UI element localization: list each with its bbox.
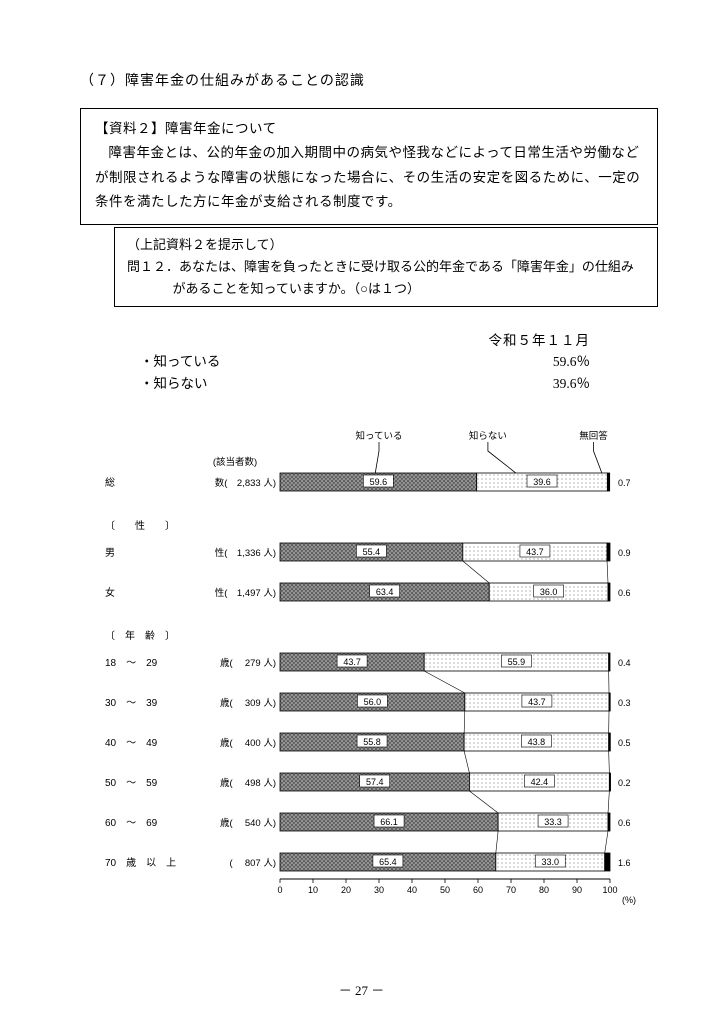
question-pre: （上記資料２を提示して） <box>127 234 645 256</box>
svg-text:63.4: 63.4 <box>376 587 394 597</box>
svg-text:60 ～ 69: 60 ～ 69 <box>105 818 158 829</box>
summary-block: 令和５年１１月 ・知っている 59.6％ ・知らない 39.6％ <box>80 329 658 394</box>
reference-title: 【資料２】障害年金について <box>95 117 643 141</box>
svg-text:〔 年 齢 〕: 〔 年 齢 〕 <box>105 629 175 642</box>
svg-text:歳( 279 人): 歳( 279 人) <box>220 657 276 669</box>
summary-value: 59.6％ <box>553 351 590 373</box>
svg-text:女: 女 <box>105 586 115 599</box>
svg-text:18 ～ 29: 18 ～ 29 <box>105 658 158 669</box>
svg-text:36.0: 36.0 <box>540 587 558 597</box>
svg-text:30 ～ 39: 30 ～ 39 <box>105 698 158 709</box>
svg-text:性( 1,336 人): 性( 1,336 人) <box>215 547 276 559</box>
svg-text:歳( 498 人): 歳( 498 人) <box>220 777 276 789</box>
svg-text:0.9: 0.9 <box>618 548 631 558</box>
svg-text:歳( 309 人): 歳( 309 人) <box>220 697 276 709</box>
question-text: 問１２．あなたは、障害を負ったときに受け取る公的年金である「障害年金」の仕組みが… <box>127 256 645 300</box>
summary-label: ・知っている <box>140 351 220 373</box>
bar-chart: (該当者数) 知っている 知らない 無回答総 数( 2,833 人) 59.6 39.6 0.… <box>80 425 660 911</box>
svg-text:80: 80 <box>539 885 549 895</box>
svg-text:43.8: 43.8 <box>528 737 546 747</box>
chart: (該当者数) 知っている 知らない 無回答総 数( 2,833 人) 59.6 39.6 0.… <box>80 425 658 911</box>
svg-text:( 807 人): ( 807 人) <box>230 858 276 869</box>
svg-text:20: 20 <box>341 885 351 895</box>
survey-date: 令和５年１１月 <box>489 329 591 349</box>
svg-text:男: 男 <box>105 547 115 559</box>
svg-text:42.4: 42.4 <box>531 777 549 787</box>
svg-text:39.6: 39.6 <box>533 477 551 487</box>
svg-text:43.7: 43.7 <box>528 697 546 707</box>
summary-row: ・知らない 39.6％ <box>140 373 590 395</box>
svg-text:総: 総 <box>105 476 115 489</box>
svg-text:40: 40 <box>407 885 417 895</box>
svg-text:0: 0 <box>277 885 282 895</box>
svg-text:55.9: 55.9 <box>508 657 526 667</box>
svg-text:55.4: 55.4 <box>363 547 381 557</box>
summary-label: ・知らない <box>140 373 208 395</box>
svg-text:33.3: 33.3 <box>544 817 562 827</box>
svg-text:33.0: 33.0 <box>542 857 560 867</box>
svg-text:66.1: 66.1 <box>380 817 398 827</box>
svg-text:0.4: 0.4 <box>618 658 631 668</box>
reference-box: 【資料２】障害年金について 障害年金とは、公的年金の加入期間中の病気や怪我などに… <box>80 108 658 225</box>
question-box: （上記資料２を提示して） 問１２．あなたは、障害を負ったときに受け取る公的年金で… <box>114 227 658 307</box>
svg-text:知っている: 知っている <box>355 430 402 442</box>
svg-text:57.4: 57.4 <box>366 777 384 787</box>
reference-desc: 障害年金とは、公的年金の加入期間中の病気や怪我などによって日常生活や労働などが制… <box>95 141 643 214</box>
svg-text:100: 100 <box>602 885 617 895</box>
svg-text:30: 30 <box>374 885 384 895</box>
svg-text:数( 2,833 人): 数( 2,833 人) <box>215 477 276 489</box>
svg-text:43.7: 43.7 <box>526 547 544 557</box>
svg-text:55.8: 55.8 <box>363 737 381 747</box>
summary-row: ・知っている 59.6％ <box>140 351 590 373</box>
svg-text:知らない: 知らない <box>469 430 507 442</box>
svg-text:性( 1,497 人): 性( 1,497 人) <box>215 587 276 599</box>
svg-text:43.7: 43.7 <box>343 657 361 667</box>
page-number: － 27 － <box>0 980 723 999</box>
svg-text:50 ～ 59: 50 ～ 59 <box>105 778 158 789</box>
svg-text:65.4: 65.4 <box>379 857 397 867</box>
svg-text:歳( 400 人): 歳( 400 人) <box>220 737 276 749</box>
svg-text:(%): (%) <box>622 895 636 905</box>
svg-text:90: 90 <box>572 885 582 895</box>
svg-text:(該当者数): (該当者数) <box>213 456 257 468</box>
svg-text:〔 性 〕: 〔 性 〕 <box>105 519 175 532</box>
svg-text:56.0: 56.0 <box>364 697 382 707</box>
svg-text:0.6: 0.6 <box>618 818 631 828</box>
svg-text:0.7: 0.7 <box>618 478 631 488</box>
svg-text:50: 50 <box>440 885 450 895</box>
svg-text:10: 10 <box>308 885 318 895</box>
svg-text:1.6: 1.6 <box>618 858 631 868</box>
summary-value: 39.6％ <box>553 373 590 395</box>
svg-text:59.6: 59.6 <box>370 477 388 487</box>
svg-text:無回答: 無回答 <box>579 430 608 442</box>
svg-text:0.6: 0.6 <box>618 588 631 598</box>
svg-text:歳( 540 人): 歳( 540 人) <box>220 817 276 829</box>
svg-text:70: 70 <box>506 885 516 895</box>
page-heading: （７）障害年金の仕組みがあることの認識 <box>80 70 658 90</box>
svg-text:0.3: 0.3 <box>618 698 631 708</box>
svg-text:0.5: 0.5 <box>618 738 631 748</box>
svg-text:40 ～ 49: 40 ～ 49 <box>105 738 158 749</box>
svg-text:0.2: 0.2 <box>618 778 631 788</box>
svg-text:60: 60 <box>473 885 483 895</box>
svg-text:70 歳 以 上: 70 歳 以 上 <box>105 857 176 869</box>
